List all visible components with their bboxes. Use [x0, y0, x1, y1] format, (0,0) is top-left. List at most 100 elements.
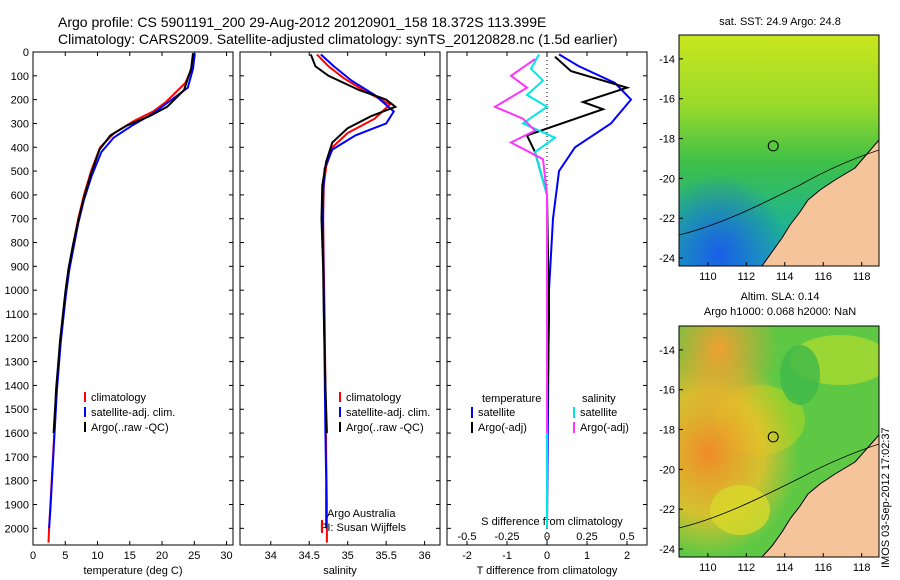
map-y-tick-label: -22: [659, 213, 675, 225]
float-position-marker: [767, 140, 779, 152]
map-y-tick-label: -18: [659, 134, 675, 146]
legend-label: Argo(-adj): [580, 422, 629, 434]
map-x-tick-label: 110: [699, 562, 717, 574]
s-tick-label: 0: [544, 531, 550, 543]
map-x-tick-label: 112: [738, 271, 756, 283]
x-tick-label: 35: [342, 550, 354, 562]
map-x-tick-label: 114: [776, 562, 794, 574]
y-tick-label: 1400: [5, 380, 29, 392]
sst-map: sat. SST: 24.9 Argo: 24.8 110 112 114 116 11…: [659, 16, 880, 283]
s-tick-label: 0.5: [619, 531, 634, 543]
map-x-tick-label: 114: [776, 271, 794, 283]
series-argo-raw-qc-: [309, 54, 398, 434]
x-tick-label: -1: [502, 550, 512, 562]
map-y-tick-label: -16: [659, 385, 675, 397]
y-tick-label: 1000: [5, 285, 29, 297]
map-y-tick-label: -20: [659, 173, 675, 185]
salinity-xlabel: salinity: [323, 565, 357, 577]
legend-label: climatology: [346, 392, 402, 404]
sst-map-title: sat. SST: 24.9 Argo: 24.8: [719, 16, 841, 28]
y-tick-label: 1600: [5, 428, 29, 440]
x-tick-label: 2: [624, 550, 630, 562]
map-x-tick-label: 118: [853, 562, 871, 574]
sla-map: Altim. SLA: 0.14 Argo h1000: 0.068 h2000…: [659, 291, 880, 574]
map-x-tick-label: 116: [814, 562, 832, 574]
y-tick-label: 400: [11, 142, 29, 154]
isobath-sla: [679, 443, 879, 529]
y-tick-label: 0: [23, 47, 29, 59]
y-tick-label: 2000: [5, 523, 29, 535]
legend-label: satellite: [580, 407, 617, 419]
x-tick-label: 25: [188, 550, 200, 562]
x-tick-label: 35.5: [375, 550, 396, 562]
x-tick-label: 34: [265, 550, 277, 562]
map-y-tick-label: -18: [659, 425, 675, 437]
isobath-sst: [679, 149, 879, 236]
x-tick-label: 1: [584, 550, 590, 562]
map-x-tick-label: 116: [814, 271, 832, 283]
map-y-tick-label: -24: [659, 253, 675, 265]
map-y-tick-label: -22: [659, 504, 675, 516]
legend-header: salinity: [582, 393, 616, 405]
y-tick-label: 300: [11, 118, 29, 130]
map-y-tick-label: -14: [659, 345, 675, 357]
legend-label: satellite-adj. clim.: [346, 407, 430, 419]
s-tick-label: 0.25: [576, 531, 597, 543]
y-tick-label: 600: [11, 190, 29, 202]
map-y-tick-label: -24: [659, 544, 675, 556]
series-t-satellite: [546, 53, 633, 529]
map-x-tick-label: 110: [699, 271, 717, 283]
x-tick-label: -2: [462, 550, 472, 562]
x-tick-label: 36: [418, 550, 430, 562]
map-x-tick-label: 118: [853, 271, 871, 283]
y-tick-label: 1700: [5, 452, 29, 464]
temperature-xlabel: temperature (deg C): [83, 565, 182, 577]
series-s-satellite: [520, 53, 558, 529]
x-tick-label: 0: [544, 550, 550, 562]
x-tick-label: 10: [91, 550, 103, 562]
y-tick-label: 1100: [5, 309, 29, 321]
legend-label: Argo(..raw -QC): [91, 422, 169, 434]
map-y-tick-label: -14: [659, 54, 675, 66]
sla-map-title-2: Argo h1000: 0.068 h2000: NaN: [704, 306, 856, 318]
annotation: Argo Australia: [327, 508, 396, 520]
x-tick-label: 15: [124, 550, 136, 562]
y-tick-label: 700: [11, 214, 29, 226]
x-tick-label: 0: [30, 550, 36, 562]
difference-panel: -2 -1 0 1 2 T difference from climatology -0.5…: [446, 51, 648, 577]
annotation: PI: Susan Wijffels: [320, 522, 406, 534]
x-tick-label: 34.5: [299, 550, 320, 562]
x-tick-label: 20: [156, 550, 168, 562]
legend-label: Argo(..raw -QC): [346, 422, 424, 434]
s-tick-label: -0.25: [494, 531, 519, 543]
temperature-panel: 0100200300400500600700800900100011001200…: [5, 47, 234, 577]
title-line-2: Climatology: CARS2009. Satellite-adjuste…: [58, 31, 618, 47]
salinity-panel: 34 34.5 35 35.5 36 salinity climatology satelli…: [239, 51, 441, 577]
difference-xlabel: T difference from climatology: [477, 565, 618, 577]
salinity-frame: [239, 51, 441, 546]
sla-map-title-1: Altim. SLA: 0.14: [741, 291, 820, 303]
y-tick-label: 1200: [5, 333, 29, 345]
y-tick-label: 900: [11, 261, 29, 273]
legend-label: satellite: [478, 407, 515, 419]
coastline-sst: [761, 139, 879, 266]
y-tick-label: 200: [11, 95, 29, 107]
legend-label: climatology: [91, 392, 147, 404]
map-y-tick-label: -16: [659, 94, 675, 106]
map-x-tick-label: 112: [738, 562, 756, 574]
legend-header: temperature: [482, 393, 541, 405]
y-tick-label: 800: [11, 238, 29, 250]
s-tick-label: -0.5: [458, 531, 477, 543]
float-position-marker: [767, 431, 779, 443]
y-tick-label: 1300: [5, 357, 29, 369]
legend-label: Argo(-adj): [478, 422, 527, 434]
map-y-tick-label: -20: [659, 464, 675, 476]
y-tick-label: 1900: [5, 500, 29, 512]
series-satellite-adj-clim-: [48, 53, 196, 529]
y-tick-label: 1500: [5, 404, 29, 416]
x-tick-label: 5: [62, 550, 68, 562]
y-tick-label: 500: [11, 166, 29, 178]
legend-label: satellite-adj. clim.: [91, 407, 175, 419]
series-s-argo-adj-: [492, 58, 548, 434]
